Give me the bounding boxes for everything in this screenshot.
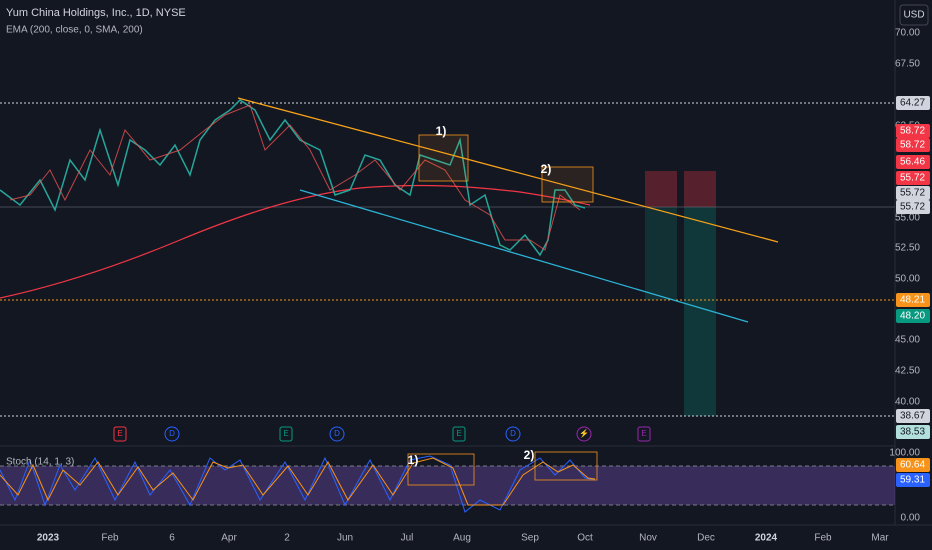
price-badge: [896, 186, 930, 200]
price-badge: [896, 155, 930, 169]
indicator-label: EMA (200, close, 0, SMA, 200): [6, 25, 143, 36]
price-badge-label: 64.27: [900, 98, 925, 109]
time-label: 2: [284, 533, 290, 544]
price-badge-label: 38.53: [900, 427, 925, 438]
pattern-box: [418, 134, 469, 182]
annotation: 2): [541, 162, 552, 176]
time-label: 2023: [37, 533, 60, 544]
time-label: Jul: [401, 533, 414, 544]
event-marker: [576, 426, 592, 442]
event-label: E: [456, 429, 461, 438]
stop-zone: [684, 171, 716, 207]
event-marker: [329, 426, 345, 442]
event-marker: [164, 426, 180, 442]
stoch-band: [0, 466, 895, 505]
stoch-k: [0, 455, 596, 513]
price-badge: [896, 138, 930, 152]
price-badge: [896, 124, 930, 138]
annotation: 1): [408, 453, 419, 467]
annotation: 1): [436, 124, 447, 138]
event-label: D: [510, 429, 516, 438]
price-tick: 70.00: [895, 28, 920, 39]
stoch-label: Stoch (14, 1, 3): [6, 457, 74, 468]
time-label: 2024: [755, 533, 778, 544]
price-badge: [896, 309, 930, 323]
event-label: E: [283, 429, 288, 438]
stop-zone: [645, 171, 677, 207]
time-label: Dec: [697, 533, 715, 544]
price-badge-label: 58.72: [900, 126, 925, 137]
price-tick: 55.00: [895, 213, 920, 224]
pattern-box: [541, 166, 594, 203]
stoch-badge-label: 60.64: [900, 460, 925, 471]
stoch-d: [0, 457, 596, 506]
price-badge: [896, 96, 930, 110]
stoch-tick: 100.00: [889, 448, 920, 459]
time-label: Jun: [337, 533, 353, 544]
trendline: [299, 189, 749, 323]
event-label: ⚡: [579, 428, 589, 438]
time-label: Aug: [453, 533, 471, 544]
event-label: D: [334, 429, 340, 438]
price-badge-label: 58.72: [900, 140, 925, 151]
time-label: Nov: [639, 533, 657, 544]
time-label: Feb: [101, 533, 119, 544]
price-badge: [896, 200, 930, 214]
price-badge: [896, 409, 930, 423]
price-badge: [896, 425, 930, 439]
trendline: [237, 97, 779, 243]
price-badge-label: 55.72: [900, 188, 925, 199]
stoch-badge: [896, 458, 930, 472]
price-badge-label: 55.72: [900, 202, 925, 213]
target-zone: [645, 207, 677, 300]
price-tick: 50.00: [895, 274, 920, 285]
price-path: [0, 99, 586, 257]
price-tick: 42.50: [895, 366, 920, 377]
pattern-box: [407, 453, 475, 486]
time-label: 6: [169, 533, 175, 544]
time-label: Feb: [814, 533, 832, 544]
currency-button[interactable]: [899, 4, 929, 26]
event-marker: [113, 426, 127, 442]
price-path: [9, 104, 581, 251]
price-tick: 45.00: [895, 335, 920, 346]
price-badge-label: 55.72: [900, 173, 925, 184]
price-badge: [896, 171, 930, 185]
time-label: Mar: [871, 533, 889, 544]
price-badge: [896, 293, 930, 307]
event-marker: [279, 426, 293, 442]
time-label: Apr: [221, 533, 237, 544]
annotation: 2): [524, 448, 535, 462]
price-badge-label: 56.46: [900, 157, 925, 168]
price-badge-label: 48.20: [900, 311, 925, 322]
price-tick: 67.50: [895, 59, 920, 70]
event-label: D: [169, 429, 175, 438]
stoch-tick: 0.00: [901, 513, 921, 524]
price-badge-label: 38.67: [900, 411, 925, 422]
event-marker: [452, 426, 466, 442]
chart-title: Yum China Holdings, Inc., 1D, NYSE: [6, 7, 186, 19]
event-label: E: [117, 429, 122, 438]
event-marker: [637, 426, 651, 442]
price-tick: 52.50: [895, 243, 920, 254]
stoch-badge: [896, 473, 930, 487]
event-marker: [505, 426, 521, 442]
price-tick: 40.00: [895, 397, 920, 408]
price-badge-label: 48.21: [900, 295, 925, 306]
currency[interactable]: USD: [903, 10, 924, 21]
time-label: Sep: [521, 533, 539, 544]
event-label: E: [641, 429, 646, 438]
pattern-box: [534, 451, 598, 481]
time-label: Oct: [577, 533, 593, 544]
stoch-badge-label: 59.31: [900, 475, 925, 486]
